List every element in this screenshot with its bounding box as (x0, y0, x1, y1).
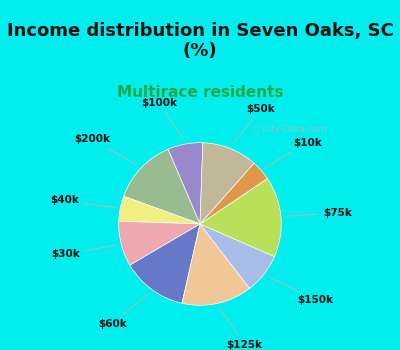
Text: $60k: $60k (98, 293, 148, 329)
Text: $100k: $100k (141, 98, 183, 139)
Wedge shape (119, 196, 200, 224)
Text: $50k: $50k (233, 104, 275, 144)
Wedge shape (182, 224, 250, 305)
Text: Income distribution in Seven Oaks, SC
(%): Income distribution in Seven Oaks, SC (%… (6, 22, 394, 61)
Text: Multirace residents: Multirace residents (117, 85, 283, 100)
Text: $30k: $30k (52, 245, 116, 259)
Text: ⓘ City-Data.com: ⓘ City-Data.com (254, 125, 327, 134)
Wedge shape (200, 224, 274, 288)
Text: $40k: $40k (50, 195, 115, 208)
Wedge shape (124, 149, 200, 224)
Wedge shape (200, 178, 281, 257)
Text: $75k: $75k (286, 208, 352, 218)
Text: $10k: $10k (266, 138, 322, 167)
Text: $125k: $125k (220, 308, 262, 350)
Text: $150k: $150k (268, 277, 333, 305)
Wedge shape (200, 163, 268, 224)
Text: $200k: $200k (74, 134, 137, 165)
Wedge shape (119, 221, 200, 265)
Wedge shape (168, 143, 203, 224)
Wedge shape (130, 224, 200, 303)
Wedge shape (200, 143, 254, 224)
